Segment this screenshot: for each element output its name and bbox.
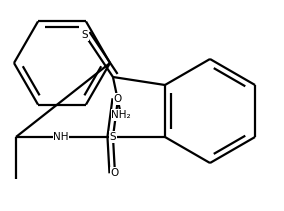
Text: S: S	[110, 132, 116, 142]
Text: O: O	[114, 94, 122, 104]
Text: NH: NH	[53, 132, 69, 142]
Text: NH₂: NH₂	[111, 110, 131, 120]
Text: S: S	[82, 30, 88, 40]
Text: O: O	[111, 168, 119, 178]
